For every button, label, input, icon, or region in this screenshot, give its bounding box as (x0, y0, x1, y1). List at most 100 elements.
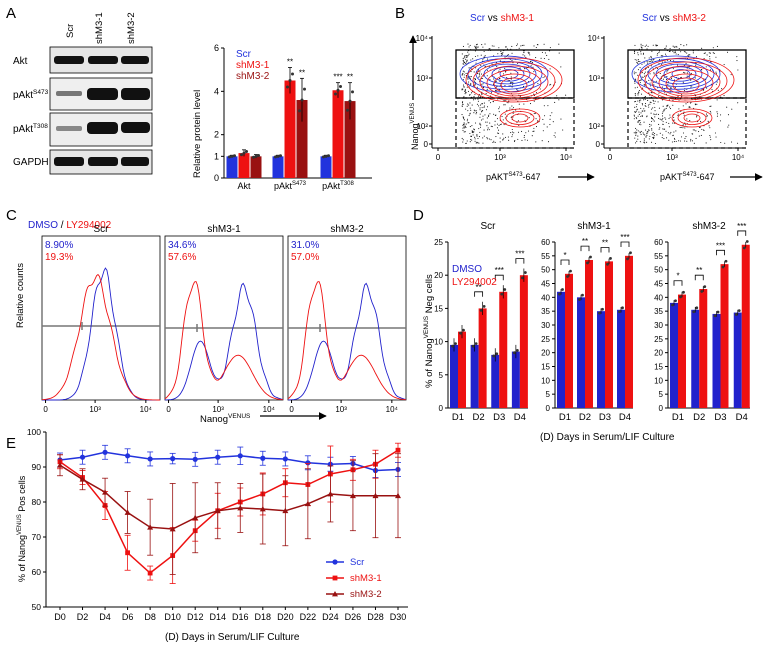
scatter-dot (471, 131, 473, 133)
scatter-dot (518, 103, 520, 105)
day-label: D2 (579, 412, 591, 423)
scatter-dot (640, 112, 642, 114)
bar-ly (605, 261, 613, 408)
scatter-dot (465, 56, 467, 58)
data-point (242, 151, 246, 155)
scatter-dot (462, 59, 464, 61)
scatter-dot (644, 84, 646, 86)
series-line (59, 451, 399, 472)
scatter-dot (698, 126, 700, 129)
scatter-dot (503, 124, 505, 126)
scatter-dot (659, 127, 661, 129)
scatter-dot (716, 115, 718, 117)
scatter-dot (648, 129, 650, 131)
scatter-dot (504, 71, 507, 73)
scatter-dot (523, 44, 525, 46)
scatter-dot (479, 126, 482, 128)
y-tick-label: 10 (654, 376, 663, 385)
scatter-dot (715, 136, 717, 138)
scatter-dot (637, 135, 639, 137)
scatter-dot (517, 138, 519, 140)
scatter-dot (678, 48, 680, 50)
scatter-dot (654, 110, 656, 112)
scatter-dot (704, 52, 706, 54)
scatter-dot (516, 122, 518, 124)
scatter-dot (661, 61, 663, 63)
category-label: Akt (237, 181, 251, 191)
scatter-dot (552, 121, 554, 123)
scatter-dot (663, 128, 665, 130)
scatter-dot (644, 102, 647, 105)
scatter-dot (467, 110, 469, 112)
scatter-dot (495, 80, 497, 82)
scatter-dot (634, 111, 636, 113)
data-point (586, 261, 589, 265)
scatter-dot (465, 72, 467, 75)
data-point (286, 85, 289, 89)
scatter-dot (462, 139, 464, 141)
scatter-dot (698, 130, 700, 133)
scatter-dot (669, 133, 671, 135)
scatter-dot (687, 55, 689, 57)
scatter-dot (642, 76, 644, 78)
histogram-frame (164, 235, 284, 401)
scatter-dot (513, 132, 515, 134)
scatter-dot (662, 123, 664, 125)
scatter-dot (673, 141, 675, 143)
legend-marker (332, 591, 338, 597)
blot-label-akt: Akt (13, 56, 28, 67)
scatter-dot (638, 99, 641, 101)
scatter-dot (640, 107, 642, 109)
scatter-dot (523, 51, 525, 53)
scatter-dot (653, 82, 655, 84)
data-point (79, 476, 86, 482)
scatter-dot (489, 122, 491, 124)
scatter-dot (484, 43, 486, 45)
scatter-dot (543, 123, 545, 125)
scatter-dot (652, 107, 654, 109)
data-point (282, 507, 289, 514)
scatter-dot (468, 115, 470, 117)
scatter-dot (668, 118, 670, 120)
scatter-dot (533, 127, 535, 129)
scatter-dot (515, 109, 517, 111)
x-tick-label: D28 (367, 612, 384, 622)
bar-dmso (470, 344, 479, 408)
scatter-dot (701, 47, 703, 49)
scatter-dot (482, 77, 484, 79)
scatter-dot (466, 140, 468, 142)
scatter-dot (483, 135, 485, 137)
data-point (125, 550, 130, 556)
bar-dmso (577, 297, 585, 408)
band (54, 56, 84, 64)
scatter-dot (713, 52, 715, 55)
scatter-dot (543, 58, 545, 60)
scatter-dot (486, 75, 488, 77)
scatter-dot (483, 50, 485, 53)
scatter-dot (511, 105, 513, 107)
scatter-dot (709, 52, 711, 54)
scatter-dot (637, 130, 639, 132)
scatter-dot (730, 74, 732, 76)
scatter-dot (717, 89, 719, 91)
y-tick-label: 0 (596, 140, 601, 149)
scatter-dot (528, 52, 530, 54)
scatter-dot (720, 141, 722, 144)
scatter-dot (510, 82, 512, 84)
data-point (372, 492, 379, 499)
scatter-dot (664, 117, 666, 119)
scatter-dot (662, 128, 664, 130)
y-tick-label: 20 (434, 271, 443, 280)
scatter-dot (695, 64, 697, 66)
scatter-dot (737, 69, 739, 71)
scatter-dot (647, 99, 649, 102)
scatter-dot (637, 94, 639, 96)
scatter-dot (523, 103, 525, 105)
scatter-dot (504, 67, 506, 69)
scatter-dot (686, 44, 688, 46)
scatter-dot (709, 134, 711, 137)
scatter-dot (644, 57, 646, 59)
bar-dmso (691, 309, 700, 408)
scatter-dot (658, 92, 660, 94)
